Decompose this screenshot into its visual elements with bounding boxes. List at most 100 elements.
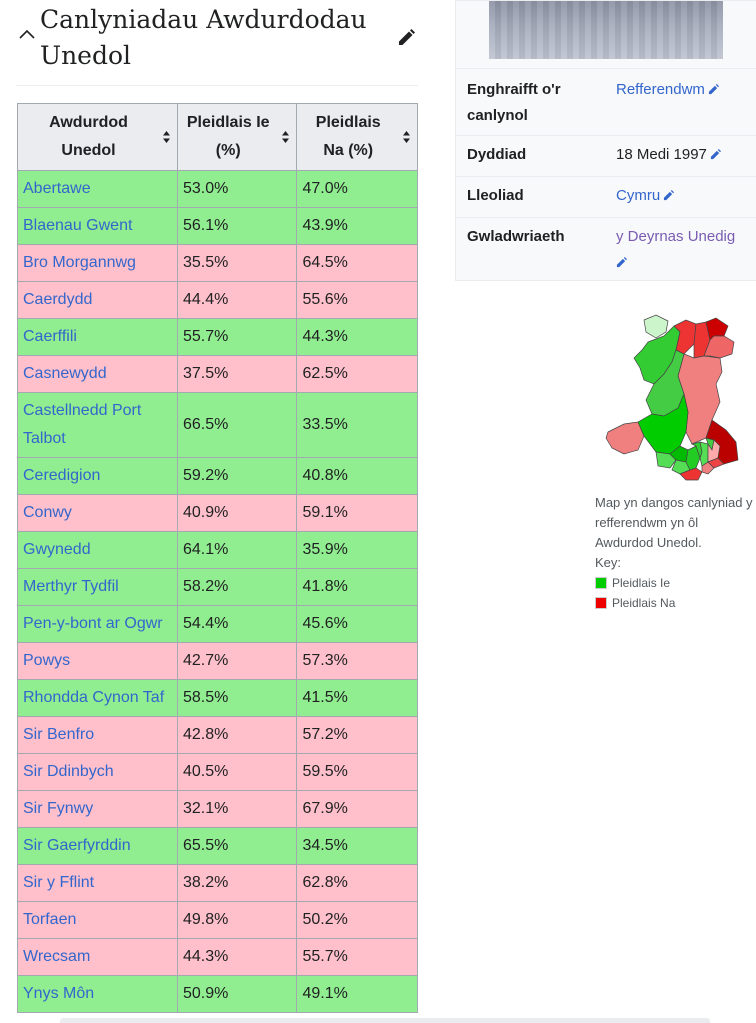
authority-link[interactable]: Caerffili	[23, 328, 77, 345]
authority-link[interactable]: Sir Gaerfyrddin	[23, 837, 131, 854]
map-key-title: Key:	[595, 555, 622, 570]
bottom-panel-edge	[60, 1018, 710, 1023]
infobox-value: Cymru	[616, 183, 751, 209]
column-header-no-vote[interactable]: Pleidlais Na (%)	[296, 103, 418, 171]
authority-link[interactable]: Castellnedd Port Talbot	[23, 402, 142, 447]
table-row: Abertawe 53.0% 47.0%	[17, 170, 418, 208]
edit-pencil-icon[interactable]	[616, 257, 627, 268]
cell-yes-percent: 54.4%	[176, 605, 298, 643]
map-caption: Map yn dangos canlyniad y refferendwm yn…	[595, 493, 755, 613]
cell-yes-percent: 42.7%	[176, 642, 298, 680]
cell-no-percent: 40.8%	[296, 457, 418, 495]
cell-authority: Pen-y-bont ar Ogwr	[17, 605, 178, 643]
cell-authority: Caerffili	[17, 318, 178, 356]
authority-link[interactable]: Caerdydd	[23, 291, 93, 308]
edit-pencil-icon[interactable]	[710, 149, 721, 160]
table-row: Sir Benfro 42.8% 57.2%	[17, 716, 418, 754]
table-row: Merthyr Tydfil 58.2% 41.8%	[17, 568, 418, 606]
table-row: Powys 42.7% 57.3%	[17, 642, 418, 680]
authority-link[interactable]: Pen-y-bont ar Ogwr	[23, 615, 163, 632]
infobox: Enghraifft o'r canlynol Refferendwm Dydd…	[455, 0, 756, 281]
cell-yes-percent: 58.5%	[176, 679, 298, 717]
cell-authority: Gwynedd	[17, 531, 178, 569]
map-region-ynys-mon	[643, 314, 669, 339]
cell-no-percent: 44.3%	[296, 318, 418, 356]
table-row: Ynys Môn 50.9% 49.1%	[17, 975, 418, 1013]
cell-yes-percent: 58.2%	[176, 568, 298, 606]
authority-link[interactable]: Abertawe	[23, 180, 91, 197]
cell-yes-percent: 32.1%	[176, 790, 298, 828]
cell-authority: Powys	[17, 642, 178, 680]
cell-no-percent: 49.1%	[296, 975, 418, 1013]
infobox-label: Dyddiad	[467, 146, 527, 163]
cell-no-percent: 64.5%	[296, 244, 418, 282]
table-row: Bro Morgannwg 35.5% 64.5%	[17, 244, 418, 282]
wales-results-map[interactable]	[604, 312, 742, 482]
cell-authority: Casnewydd	[17, 355, 178, 393]
cell-no-percent: 55.7%	[296, 938, 418, 976]
cell-yes-percent: 42.8%	[176, 716, 298, 754]
authority-link[interactable]: Ynys Môn	[23, 985, 95, 1002]
sort-icon	[282, 131, 290, 143]
cell-authority: Sir Benfro	[17, 716, 178, 754]
authority-link[interactable]: Casnewydd	[23, 365, 107, 382]
legend-swatch-green	[595, 577, 607, 589]
cell-authority: Sir y Fflint	[17, 864, 178, 902]
cell-yes-percent: 38.2%	[176, 864, 298, 902]
cell-yes-percent: 66.5%	[176, 392, 298, 458]
infobox-image[interactable]	[489, 1, 723, 59]
map-region-sir-gaerfyrddin	[637, 392, 689, 455]
infobox-link[interactable]: Cymru	[616, 187, 661, 204]
authority-link[interactable]: Rhondda Cynon Taf	[23, 689, 165, 706]
cell-authority: Wrecsam	[17, 938, 178, 976]
cell-yes-percent: 37.5%	[176, 355, 298, 393]
edit-pencil-icon[interactable]	[663, 190, 675, 201]
infobox-link[interactable]: Refferendwm	[616, 81, 705, 98]
infobox-label: Gwladwriaeth	[467, 228, 565, 245]
table-row: Gwynedd 64.1% 35.9%	[17, 531, 418, 569]
authority-link[interactable]: Torfaen	[23, 911, 77, 928]
edit-section-pencil-icon[interactable]	[396, 28, 416, 48]
infobox-link[interactable]: y Deyrnas Unedig	[616, 228, 736, 245]
legend-item-yes: Pleidlais Ie	[595, 573, 755, 593]
infobox-value: 18 Medi 1997	[616, 142, 751, 168]
table-row: Sir Gaerfyrddin 65.5% 34.5%	[17, 827, 418, 865]
cell-authority: Merthyr Tydfil	[17, 568, 178, 606]
results-table: Awdurdod Unedol Pleidlais Ie (%) Pleidla…	[17, 103, 418, 1013]
table-row: Caerdydd 44.4% 55.6%	[17, 281, 418, 319]
column-header-label: Pleidlais Na (%)	[315, 114, 381, 159]
table-row: Conwy 40.9% 59.1%	[17, 494, 418, 532]
authority-link[interactable]: Sir Ddinbych	[23, 763, 114, 780]
cell-yes-percent: 40.5%	[176, 753, 298, 791]
map-caption-text: Map yn dangos canlyniad y refferendwm yn…	[595, 495, 753, 550]
table-row: Pen-y-bont ar Ogwr 54.4% 45.6%	[17, 605, 418, 643]
column-header-label: Pleidlais Ie (%)	[186, 114, 270, 159]
legend-label: Pleidlais Ie	[612, 576, 671, 590]
authority-link[interactable]: Wrecsam	[23, 948, 91, 965]
authority-link[interactable]: Bro Morgannwg	[23, 254, 136, 271]
authority-link[interactable]: Sir Fynwy	[23, 800, 94, 817]
authority-link[interactable]: Conwy	[23, 504, 72, 521]
column-header-yes-vote[interactable]: Pleidlais Ie (%)	[176, 103, 298, 171]
cell-authority: Sir Fynwy	[17, 790, 178, 828]
cell-authority: Castellnedd Port Talbot	[17, 392, 178, 458]
infobox-value: y Deyrnas Unedig	[616, 224, 751, 276]
authority-link[interactable]: Powys	[23, 652, 71, 669]
table-row: Sir Fynwy 32.1% 67.9%	[17, 790, 418, 828]
authority-link[interactable]: Gwynedd	[23, 541, 91, 558]
authority-link[interactable]: Blaenau Gwent	[23, 217, 133, 234]
chevron-up-icon[interactable]	[18, 26, 36, 44]
infobox-text: 18 Medi 1997	[616, 146, 707, 163]
map-region-abertawe	[655, 451, 677, 469]
authority-link[interactable]: Sir Benfro	[23, 726, 95, 743]
column-header-unitary-authority[interactable]: Awdurdod Unedol	[17, 103, 178, 171]
authority-link[interactable]: Ceredigion	[23, 467, 101, 484]
edit-pencil-icon[interactable]	[708, 84, 719, 95]
cell-no-percent: 50.2%	[296, 901, 418, 939]
cell-no-percent: 34.5%	[296, 827, 418, 865]
authority-link[interactable]: Sir y Fflint	[23, 874, 95, 891]
authority-link[interactable]: Merthyr Tydfil	[23, 578, 119, 595]
infobox-row-instance-of: Enghraifft o'r canlynol Refferendwm	[456, 68, 756, 136]
sort-icon	[163, 131, 170, 143]
table-row: Sir y Fflint 38.2% 62.8%	[17, 864, 418, 902]
